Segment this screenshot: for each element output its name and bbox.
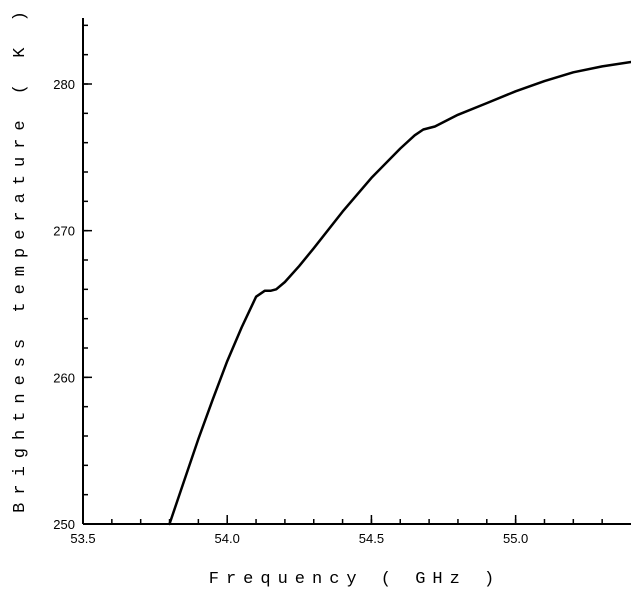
ticks xyxy=(82,24,603,525)
y-tick-label: 270 xyxy=(53,224,75,239)
x-tick-label: 55.0 xyxy=(503,531,528,546)
x-tick-label: 54.0 xyxy=(215,531,240,546)
series-line xyxy=(168,60,631,526)
x-tick-label: 54.5 xyxy=(359,531,384,546)
x-axis-title: Frequency ( GHz ) xyxy=(209,570,501,589)
y-axis-title: Brightness temperature ( K ) xyxy=(11,3,30,513)
x-tick-label: 53.5 xyxy=(70,531,95,546)
tick-labels: 53.5 54.0 54.5 55.0 250 260 270 280 xyxy=(53,77,528,546)
y-tick-label: 250 xyxy=(53,517,75,532)
axes xyxy=(82,18,631,525)
y-tick-label: 280 xyxy=(53,77,75,92)
series-layer xyxy=(168,60,631,526)
y-tick-label: 260 xyxy=(53,370,75,385)
